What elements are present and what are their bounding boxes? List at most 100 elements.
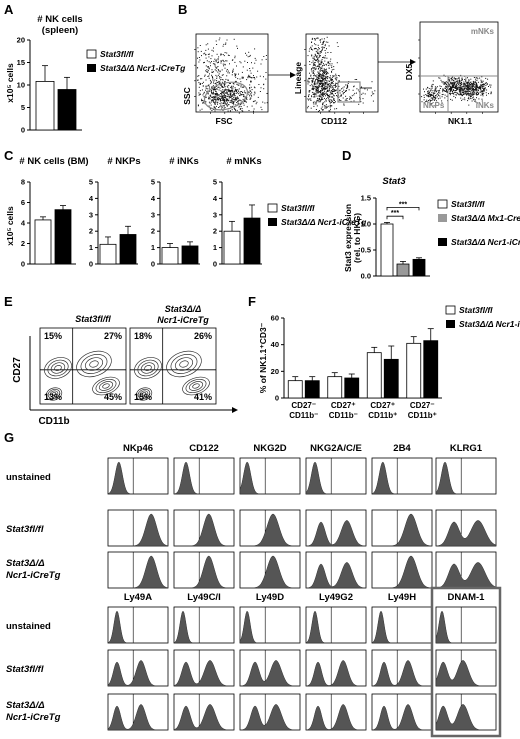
event-dot bbox=[317, 50, 319, 52]
event-dot bbox=[318, 86, 320, 88]
bar bbox=[287, 380, 303, 399]
contour-2-title: Stat3Δ/Δ bbox=[165, 304, 202, 314]
event-dot bbox=[217, 66, 219, 67]
event-dot bbox=[250, 80, 252, 82]
event-dot bbox=[456, 92, 458, 94]
event-dot bbox=[430, 86, 432, 88]
event-dot bbox=[332, 89, 334, 90]
event-dot bbox=[223, 61, 225, 63]
event-dot bbox=[459, 87, 461, 89]
event-dot bbox=[234, 73, 236, 75]
event-dot bbox=[256, 76, 258, 78]
event-dot bbox=[439, 85, 441, 87]
event-dot bbox=[197, 47, 199, 49]
event-dot bbox=[318, 63, 320, 65]
event-dot bbox=[209, 86, 210, 88]
event-dot bbox=[210, 104, 212, 106]
event-dot bbox=[433, 92, 435, 94]
event-dot bbox=[467, 90, 469, 92]
event-dot bbox=[307, 105, 309, 107]
event-dot bbox=[254, 48, 256, 50]
event-dot bbox=[429, 101, 431, 103]
event-dot bbox=[353, 85, 355, 87]
bar bbox=[35, 81, 55, 131]
event-dot bbox=[308, 95, 310, 97]
category-label: CD11b⁻ bbox=[329, 411, 358, 420]
event-dot bbox=[340, 94, 342, 96]
event-dot bbox=[320, 62, 322, 64]
event-dot bbox=[326, 98, 328, 100]
event-dot bbox=[424, 91, 425, 93]
event-dot bbox=[242, 110, 244, 112]
event-dot bbox=[469, 84, 471, 85]
event-dot bbox=[476, 85, 478, 87]
event-dot bbox=[217, 103, 218, 105]
event-dot bbox=[215, 59, 217, 61]
y-tick-label: 10 bbox=[17, 81, 25, 90]
event-dot bbox=[217, 74, 219, 76]
event-dot bbox=[324, 86, 326, 88]
event-dot bbox=[221, 107, 223, 108]
event-dot bbox=[208, 96, 210, 98]
event-dot bbox=[474, 89, 475, 91]
event-dot bbox=[320, 55, 321, 57]
event-dot bbox=[212, 97, 214, 99]
event-dot bbox=[321, 98, 323, 100]
event-dot bbox=[231, 96, 233, 98]
event-dot bbox=[329, 77, 331, 79]
event-dot bbox=[331, 69, 333, 71]
event-dot bbox=[482, 87, 484, 89]
event-dot bbox=[478, 86, 480, 88]
event-dot bbox=[324, 94, 326, 96]
event-dot bbox=[217, 86, 219, 88]
event-dot bbox=[446, 88, 447, 90]
event-dot bbox=[324, 83, 326, 85]
event-dot bbox=[242, 92, 243, 94]
event-dot bbox=[215, 101, 217, 103]
y-tick-label: 1 bbox=[213, 243, 217, 252]
event-dot bbox=[213, 91, 214, 93]
event-dot bbox=[364, 88, 366, 90]
event-dot bbox=[318, 77, 319, 79]
event-dot bbox=[429, 92, 430, 94]
event-dot bbox=[226, 75, 228, 77]
event-dot bbox=[427, 93, 429, 95]
event-dot bbox=[481, 86, 483, 88]
event-dot bbox=[330, 86, 332, 88]
event-dot bbox=[218, 89, 220, 91]
event-dot bbox=[320, 90, 322, 91]
event-dot bbox=[226, 96, 228, 97]
event-dot bbox=[235, 109, 236, 111]
event-dot bbox=[312, 64, 314, 66]
histogram-header: Ly49C/I bbox=[187, 592, 220, 603]
event-dot bbox=[475, 90, 477, 91]
event-dot bbox=[217, 71, 219, 73]
event-dot bbox=[203, 91, 205, 93]
contour-plot: 18% 26%15% 41% bbox=[129, 327, 217, 405]
event-dot bbox=[336, 83, 338, 84]
event-dot bbox=[331, 71, 333, 73]
event-dot bbox=[439, 97, 441, 99]
event-dot bbox=[311, 45, 313, 47]
flow-b2-ylabel: Lineage bbox=[293, 62, 303, 94]
event-dot bbox=[209, 108, 211, 110]
event-dot bbox=[472, 90, 474, 92]
event-dot bbox=[450, 77, 452, 79]
event-dot bbox=[213, 99, 215, 101]
event-dot bbox=[233, 38, 235, 40]
event-dot bbox=[338, 80, 340, 82]
event-dot bbox=[242, 94, 244, 96]
quadrant-label: 41% bbox=[194, 392, 212, 402]
event-dot bbox=[451, 79, 453, 81]
event-dot bbox=[455, 86, 457, 88]
event-dot bbox=[477, 93, 479, 95]
event-dot bbox=[488, 86, 489, 87]
event-dot bbox=[246, 97, 248, 99]
event-dot bbox=[216, 93, 217, 95]
histogram-header: NKG2D bbox=[253, 443, 286, 454]
event-dot bbox=[468, 80, 470, 82]
legend-label-control: Stat3fl/fl bbox=[281, 203, 315, 213]
event-dot bbox=[423, 88, 424, 90]
event-dot bbox=[448, 84, 450, 86]
event-dot bbox=[311, 68, 312, 70]
